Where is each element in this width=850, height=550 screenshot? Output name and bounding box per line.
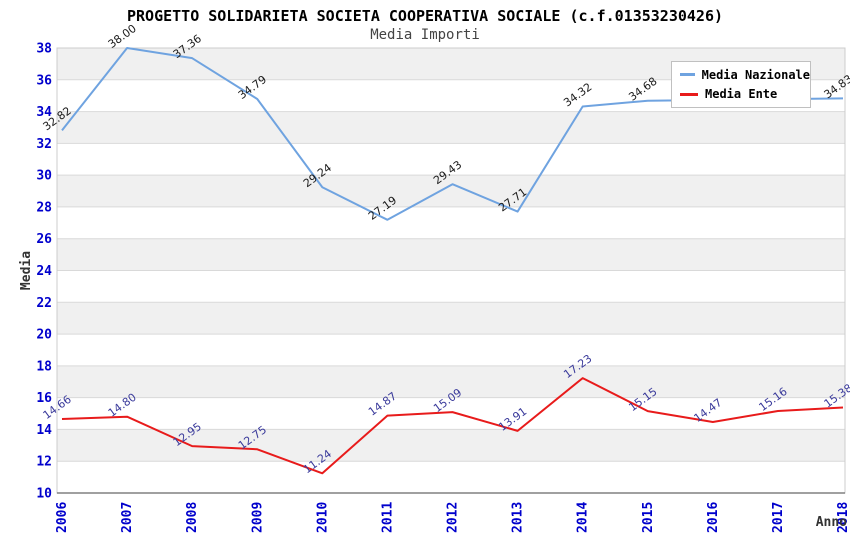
y-tick-label: 26 [36,232,52,247]
legend-swatch-media-nazionale [680,73,695,77]
series-line-media-ente [61,377,844,475]
x-tick-label: 2015 [641,502,656,533]
y-tick-label: 28 [36,200,52,215]
x-axis-title: Anno [816,515,847,530]
y-tick-label: 38 [36,42,52,57]
chart-subtitle: Media Importi [370,27,480,43]
y-axis-ticks: 38 36 34 32 30 28 26 24 22 20 18 16 14 12 10 [36,42,52,502]
grid-band [57,111,845,144]
y-axis-title: Media [19,251,34,290]
y-tick-label: 14 [36,423,52,438]
y-tick-label: 36 [36,73,52,88]
x-tick-label: 2011 [380,502,395,533]
legend-item-media-ente: Media Ente [680,87,810,101]
y-tick-label: 12 [36,455,52,470]
legend: Media Nazionale Media Ente [671,61,811,108]
series-line-media-nazionale [61,47,844,221]
y-tick-label: 20 [36,328,52,343]
legend-swatch-media-ente [680,92,698,96]
x-tick-label: 2009 [250,502,265,533]
y-tick-label: 24 [36,264,52,279]
legend-label-media-ente: Media Ente [705,87,778,102]
x-tick-label: 2018 [836,502,850,533]
grid-band [57,238,845,271]
grid-band [57,175,845,207]
y-tick-label: 16 [36,391,52,406]
legend-label-media-nazionale: Media Nazionale [701,67,810,82]
x-tick-label: 2012 [446,502,461,533]
y-tick-label: 34 [36,105,52,120]
x-tick-label: 2010 [315,502,330,533]
x-tick-label: 2008 [185,502,200,533]
x-tick-label: 2017 [771,502,786,533]
gridlines [57,79,845,462]
y-tick-label: 30 [36,169,52,184]
y-tick-label: 10 [36,487,52,502]
x-axis-ticks: 2006 2007 2008 2009 2010 2011 2012 2013 2014 2015… [55,502,850,533]
x-tick-label: 2007 [120,502,135,533]
x-tick-label: 2006 [55,502,70,533]
data-label: 38.00 [106,22,139,51]
x-tick-label: 2016 [706,502,721,533]
grid-bands [57,48,845,462]
grid-band [57,302,845,335]
chart-title: PROGETTO SOLIDARIETA SOCIETA COOPERATIVA… [126,7,724,25]
x-tick-label: 2014 [576,502,591,533]
x-tick-label: 2013 [511,502,526,533]
y-tick-label: 32 [36,137,52,152]
y-tick-label: 22 [36,296,52,311]
y-tick-label: 18 [36,359,52,374]
legend-item-media-nazionale: Media Nazionale [680,68,810,82]
grid-band [57,365,845,398]
